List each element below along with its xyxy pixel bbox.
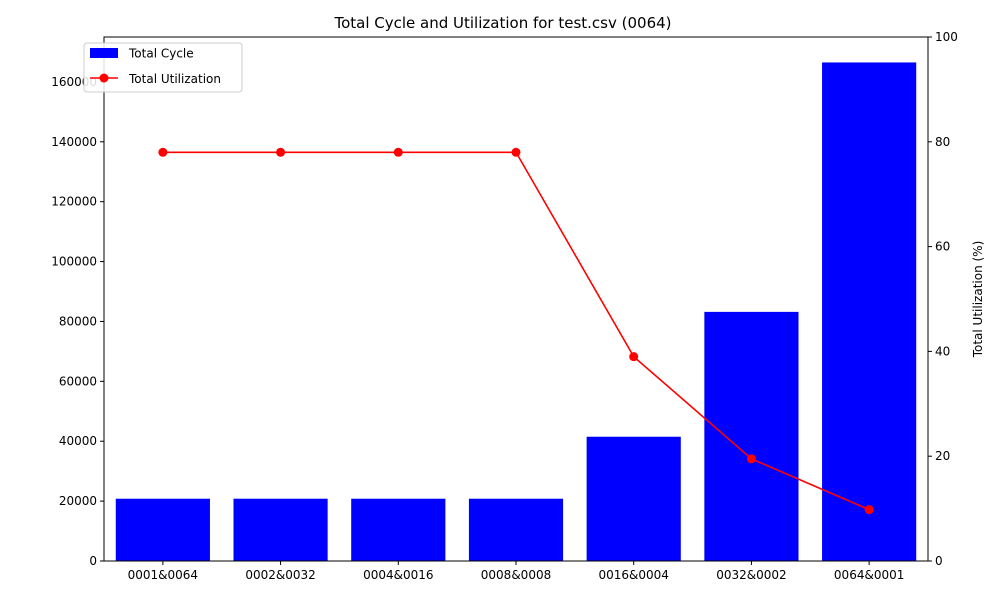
right-tick-label: 40: [935, 344, 950, 358]
right-tick-label: 60: [935, 240, 950, 254]
axes-layer: 0 20000 40000 60000 80000 100000 120000 140000 1…: [51, 30, 958, 582]
bar-total-cycle: [115, 498, 210, 561]
right-tick-label: 80: [935, 135, 950, 149]
legend-swatch-total-cycle: [90, 48, 118, 58]
left-tick-label: 60000: [59, 374, 97, 388]
x-tick-label: 0016&0004: [598, 568, 668, 582]
point-total-utilization: [276, 147, 286, 157]
bar-total-cycle: [233, 498, 328, 561]
point-total-utilization: [511, 147, 521, 157]
bars-layer: [115, 62, 917, 562]
left-tick-label: 40000: [59, 434, 97, 448]
left-tick-label: 100000: [51, 255, 97, 269]
x-tick-label: 0004&0016: [363, 568, 433, 582]
legend: Total Cycle Total Utilization: [83, 42, 243, 93]
line-layer: [158, 147, 874, 515]
point-total-utilization: [629, 352, 639, 362]
left-tick-label: 80000: [59, 314, 97, 328]
right-tick-label: 0: [935, 554, 943, 568]
x-tick-label: 0002&0032: [245, 568, 315, 582]
bar-total-cycle: [586, 436, 681, 561]
point-total-utilization: [393, 147, 403, 157]
legend-label-total-utilization: Total Utilization: [128, 72, 221, 86]
x-tick-label: 0064&0001: [834, 568, 904, 582]
right-tick-label: 20: [935, 449, 950, 463]
legend-marker-total-utilization: [99, 73, 109, 83]
point-total-utilization: [746, 454, 756, 464]
right-axis-label: Total Utilization (%): [971, 241, 985, 359]
chart-title: Total Cycle and Utilization for test.csv…: [333, 14, 671, 32]
point-total-utilization: [158, 147, 168, 157]
x-tick-label: 0008&0008: [481, 568, 551, 582]
bar-total-cycle: [822, 62, 917, 562]
legend-box: [83, 42, 243, 93]
left-tick-label: 0: [89, 554, 97, 568]
legend-label-total-cycle: Total Cycle: [128, 47, 194, 61]
left-tick-label: 140000: [51, 135, 97, 149]
bar-total-cycle: [468, 498, 564, 561]
x-tick-label: 0032&0002: [716, 568, 786, 582]
bar-total-cycle: [704, 311, 799, 561]
left-tick-label: 20000: [59, 494, 97, 508]
bar-total-cycle: [351, 498, 446, 561]
right-tick-label: 100: [935, 30, 958, 44]
x-tick-label: 0001&0064: [128, 568, 198, 582]
point-total-utilization: [864, 505, 874, 515]
left-tick-label: 120000: [51, 195, 97, 209]
